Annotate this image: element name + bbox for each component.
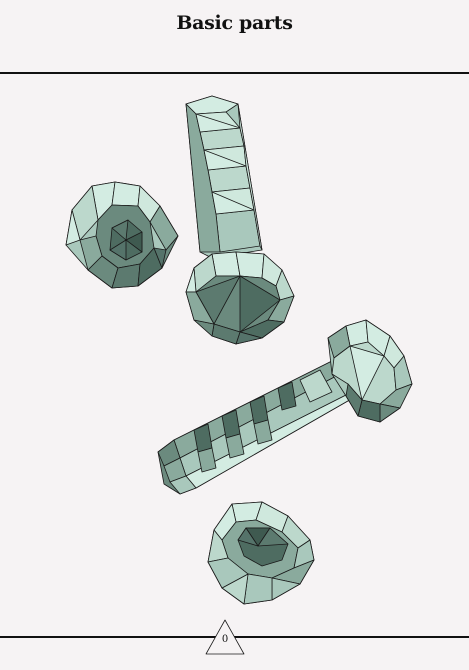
bolt-vertical[interactable] bbox=[185, 95, 295, 345]
nut-left[interactable] bbox=[65, 181, 179, 289]
header-divider bbox=[0, 72, 469, 74]
nut-bottom[interactable] bbox=[207, 501, 315, 605]
page-indicator-number: 0 bbox=[221, 634, 229, 645]
page-indicator-triangle-icon[interactable] bbox=[204, 618, 246, 656]
page-title: Basic parts bbox=[176, 12, 293, 34]
bolt-horizontal[interactable] bbox=[157, 319, 413, 495]
parts-viewport[interactable] bbox=[0, 74, 469, 636]
